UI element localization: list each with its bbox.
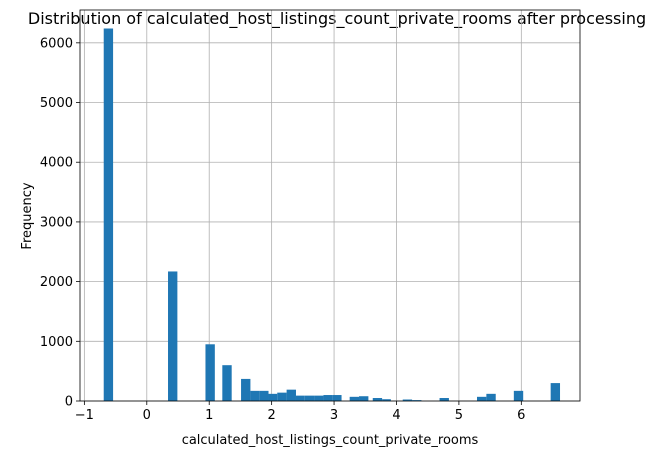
histogram-bar bbox=[168, 271, 178, 401]
x-tick-label: 2 bbox=[267, 408, 275, 423]
histogram-bar bbox=[412, 400, 422, 401]
grid-layer bbox=[80, 10, 580, 402]
x-tick-label: 5 bbox=[455, 408, 463, 423]
histogram-bar bbox=[286, 389, 296, 401]
histogram-bar bbox=[304, 395, 315, 401]
histogram-bar bbox=[359, 396, 369, 401]
y-tick-label: 1000 bbox=[40, 335, 73, 350]
histogram-bar bbox=[241, 378, 251, 401]
y-tick-label: 2000 bbox=[40, 275, 73, 290]
x-tick-label: −1 bbox=[75, 408, 94, 423]
y-tick-label: 0 bbox=[65, 395, 73, 410]
histogram-bar bbox=[250, 390, 260, 401]
x-tick-label: 6 bbox=[517, 408, 525, 423]
histogram-bar bbox=[550, 383, 561, 401]
x-tick-label: 0 bbox=[143, 408, 151, 423]
histogram-bar bbox=[486, 393, 496, 401]
x-tick-label: 1 bbox=[205, 408, 213, 423]
y-tick-label: 6000 bbox=[40, 36, 73, 51]
x-axis-label: calculated_host_listings_count_private_r… bbox=[182, 433, 479, 448]
histogram-bar bbox=[259, 390, 269, 401]
chart-title: Distribution of calculated_host_listings… bbox=[28, 9, 646, 29]
histogram-bar bbox=[222, 365, 232, 401]
histogram-bar bbox=[402, 399, 413, 401]
histogram-bar bbox=[103, 28, 114, 402]
histogram-bar bbox=[323, 395, 333, 401]
histogram-bar bbox=[513, 390, 524, 401]
histogram-bar bbox=[332, 395, 342, 401]
x-tick-label: 3 bbox=[330, 408, 338, 423]
y-tick-label: 4000 bbox=[40, 156, 73, 171]
histogram-bar bbox=[268, 393, 278, 401]
histogram-bar bbox=[205, 344, 215, 401]
y-tick-label: 5000 bbox=[40, 96, 73, 111]
x-tick-label: 4 bbox=[392, 408, 400, 423]
histogram-bar bbox=[382, 399, 391, 401]
histogram-bar bbox=[314, 395, 324, 401]
bars-layer bbox=[103, 28, 561, 402]
plot-frame bbox=[79, 9, 581, 402]
histogram-bar bbox=[439, 398, 449, 401]
histogram-bar bbox=[372, 398, 383, 401]
y-tick-label: 3000 bbox=[40, 215, 73, 230]
histogram-bar bbox=[477, 396, 487, 401]
histogram-bar bbox=[295, 395, 305, 401]
histogram-bar bbox=[277, 392, 287, 401]
histogram-bar bbox=[349, 396, 360, 401]
y-axis-label: Frequency bbox=[20, 182, 35, 249]
